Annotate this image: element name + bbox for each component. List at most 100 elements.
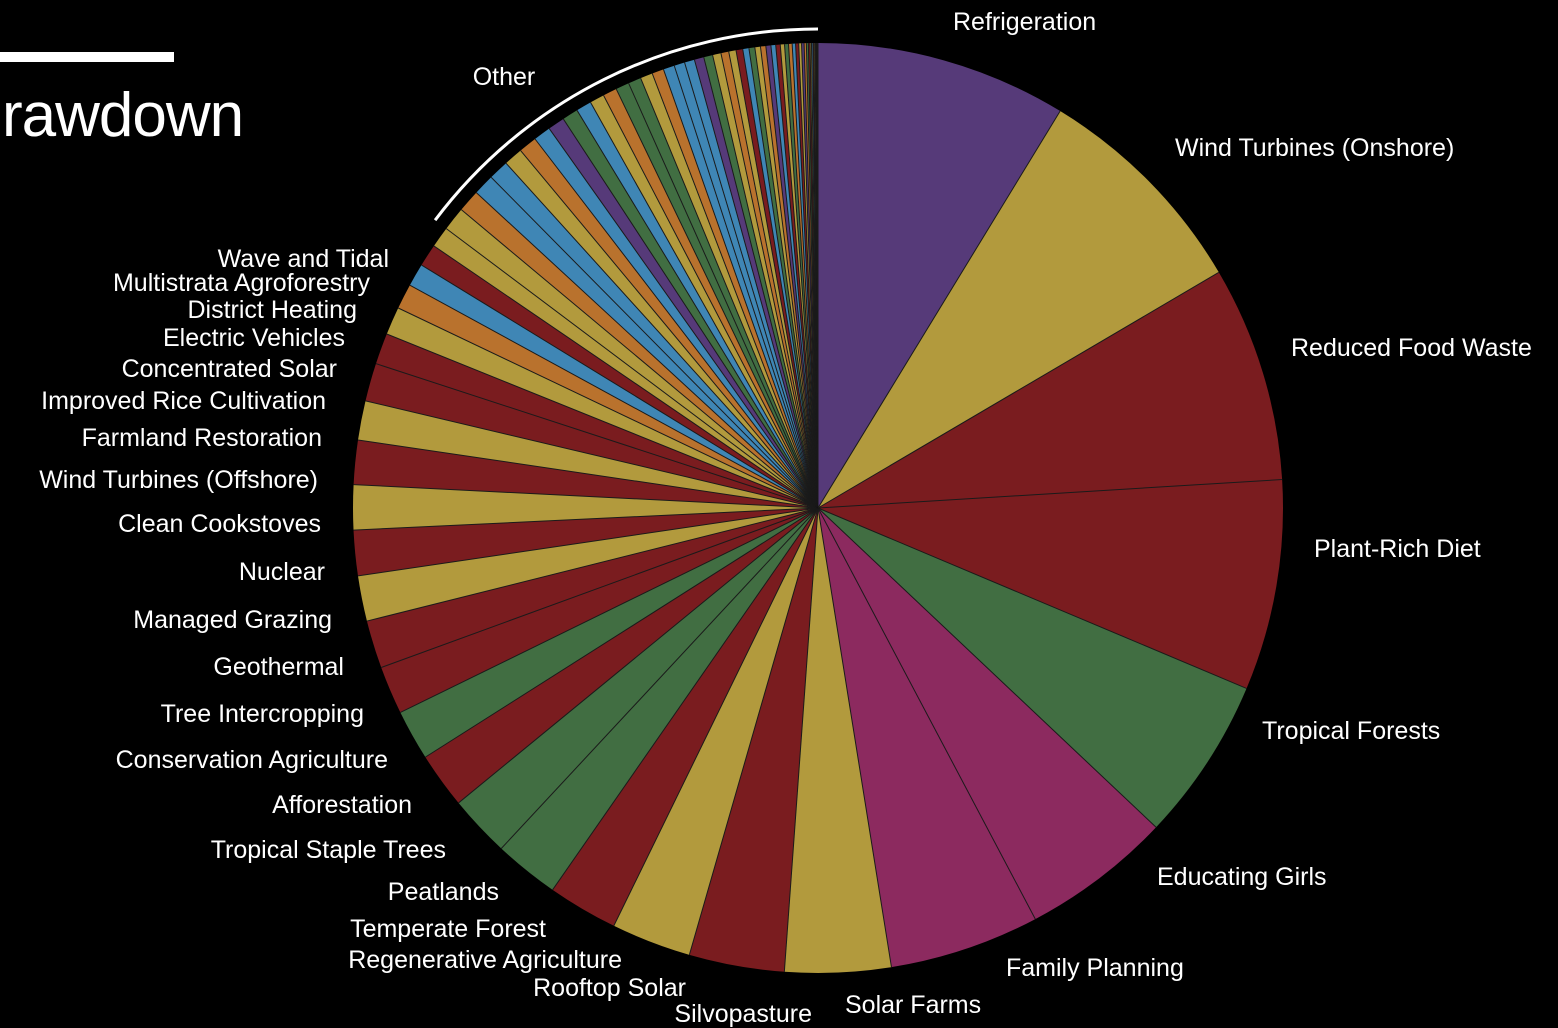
slice-label: Family Planning [1006,954,1184,982]
slice-divider [409,284,819,509]
slice-divider [460,209,819,509]
slice-divider [770,45,819,509]
slice-label: Educating Girls [1157,863,1327,891]
slice-label: Afforestation [272,791,412,819]
slice-label: Rooftop Solar [533,974,686,1002]
slice-label: Farmland Restoration [82,424,322,452]
slice-label: Managed Grazing [133,606,332,634]
slice-divider [748,48,819,509]
slice-divider [365,400,819,509]
slice-label: Tropical Staple Trees [211,836,446,864]
other-bracket-arc [433,27,819,222]
pie-slice-other [628,78,818,508]
slice-divider [548,128,819,509]
page-title: rawdown [2,81,244,150]
slice-label: Tropical Forests [1262,717,1440,745]
pie-slice [381,508,818,713]
slice-divider [562,118,819,509]
title-underline [0,52,174,62]
slice-divider [353,484,819,509]
slice-divider [400,507,819,713]
slice-divider [386,333,819,509]
slice-label: Wave and Tidal [218,245,389,273]
slice-labels: Refrigeration Wind Turbines (Onshore) Redu… [39,8,1532,1028]
pie-slice [818,479,1283,689]
slice-divider [366,507,819,622]
slice-divider [381,507,819,668]
slice-divider [783,507,819,972]
slice-divider [421,264,819,509]
slice-divider [783,44,819,509]
pie-slice-other [603,89,818,509]
slice-divider [684,62,819,509]
slice-divider [520,150,819,509]
pie-slice [458,508,818,849]
pie-slice-other [549,118,818,509]
pie-slice-other [491,163,818,508]
pie-slices [353,43,1283,973]
pie-slice [357,508,818,622]
slice-label: Clean Cookstoves [118,510,321,538]
slice-label: Peatlands [388,878,499,906]
slice-divider [817,507,892,968]
slice-divider [759,46,819,509]
pie-slice [433,228,818,508]
slice-label: Multistrata Agroforestry [113,269,371,297]
pie-slice [613,508,818,955]
pie-slice [689,508,818,972]
slice-divider [552,507,819,891]
slice-divider [712,54,819,509]
pie-slice [375,334,818,508]
pie-slice [400,508,818,758]
slice-dividers [353,42,1283,972]
slice-divider [500,507,819,849]
pie-slice-other [520,139,818,508]
slice-divider [505,162,819,509]
other-label: Other [473,63,536,91]
pie-slice [818,272,1283,508]
slice-label: Conservation Agriculture [116,746,388,774]
slice-divider [817,110,1061,509]
slice-divider [742,49,819,509]
slice-divider [779,44,819,509]
slice-divider [735,50,819,509]
pie-slice [353,484,818,531]
pie-slice-other [563,110,818,508]
pie-slice-other [577,102,818,508]
slice-divider [357,507,819,577]
slice-divider [590,102,819,509]
slice-label: Reduced Food Waste [1291,334,1532,362]
pie-slice-other [590,95,818,508]
slice-divider [688,507,819,955]
pie-slice [421,245,818,508]
slice-divider [693,59,819,509]
slice-divider [673,65,819,509]
slice-divider [433,245,819,509]
pie-slice [366,508,818,668]
slice-divider [765,45,819,509]
slice-label: Electric Vehicles [163,324,345,352]
pie-slice [818,111,1219,509]
slice-divider [817,507,1157,828]
slice-label: Solar Farms [845,991,981,1019]
slice-divider [615,88,819,509]
pie-slice-other [461,192,818,508]
slice-divider [458,507,819,804]
pie-slice-other [616,83,818,508]
slice-divider [445,228,819,509]
slice-divider [787,43,819,509]
slice-label: Plant-Rich Diet [1314,535,1481,563]
pie-slice [501,508,818,890]
slice-label: Tree Intercropping [161,700,364,728]
pie-slice [818,508,1036,968]
slice-divider [728,51,819,509]
slice-divider [603,95,819,509]
slice-divider [397,307,819,509]
slice-divider [817,271,1220,509]
pie-slice [386,307,818,508]
slice-divider [425,507,819,758]
slice-label: Improved Rice Cultivation [41,387,326,415]
slice-label: Wind Turbines (Offshore) [39,466,318,494]
slice-divider [357,439,819,509]
slice-divider [651,73,819,509]
